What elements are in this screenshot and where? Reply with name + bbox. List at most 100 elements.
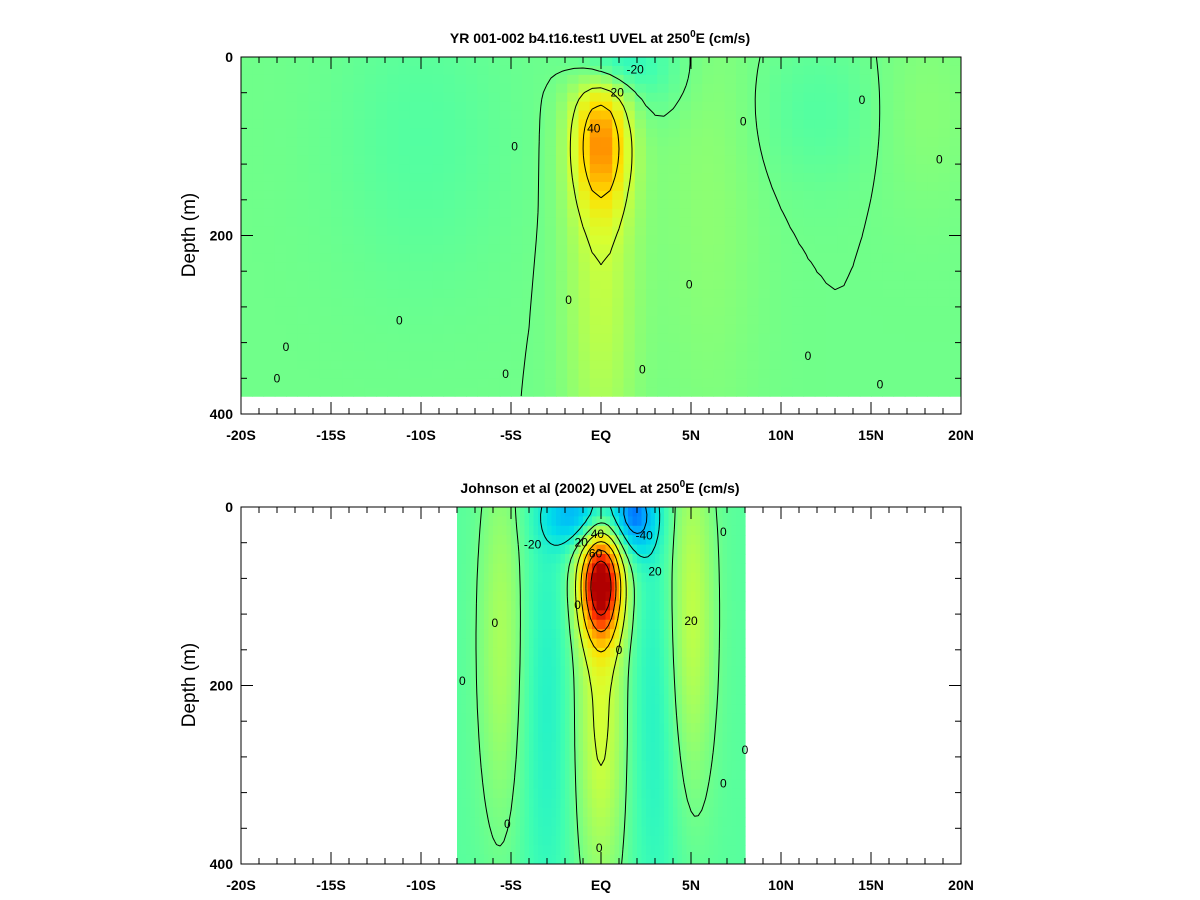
heatmap-cell	[252, 164, 265, 174]
heatmap-cell	[263, 137, 276, 147]
heatmap-cell	[803, 306, 816, 317]
heatmap-cell	[641, 817, 647, 828]
heatmap-cell	[533, 826, 539, 837]
heatmap-cell	[619, 779, 625, 790]
heatmap-cell	[664, 610, 670, 621]
heatmap-cell	[421, 262, 433, 272]
heatmap-cell	[740, 507, 746, 517]
heatmap-cell	[443, 65, 456, 76]
heatmap-cell	[578, 289, 591, 299]
heatmap-cell	[668, 181, 681, 192]
heatmap-cell	[319, 181, 332, 192]
heatmap-cell	[502, 525, 508, 536]
heatmap-cell	[547, 845, 553, 856]
heatmap-cell	[454, 351, 467, 362]
heatmap-cell	[664, 854, 670, 864]
heatmap-cell	[589, 271, 602, 281]
heatmap-cell	[353, 226, 366, 237]
heatmap-cell	[556, 535, 562, 546]
heatmap-cell	[569, 835, 575, 846]
heatmap-cell	[252, 369, 265, 379]
heatmap-cell	[704, 807, 710, 818]
heatmap-cell	[634, 74, 647, 85]
heatmap-cell	[567, 387, 580, 397]
heatmap-cell	[691, 507, 697, 517]
heatmap-cell	[596, 610, 602, 621]
heatmap-cell	[871, 378, 883, 388]
heatmap-cell	[826, 297, 838, 308]
heatmap-cell	[657, 244, 670, 254]
heatmap-cell	[614, 741, 620, 752]
heatmap-cell	[949, 387, 961, 397]
heatmap-cell	[657, 315, 670, 326]
heatmap-cell	[241, 369, 253, 379]
heatmap-cell	[713, 57, 726, 67]
heatmap-cell	[637, 638, 643, 649]
heatmap-cell	[592, 600, 598, 611]
heatmap-cell	[353, 173, 366, 183]
heatmap-cell	[547, 553, 553, 564]
heatmap-cell	[691, 591, 697, 602]
heatmap-cell	[542, 600, 548, 611]
heatmap-cell	[587, 788, 593, 799]
heatmap-cell	[601, 333, 613, 344]
heatmap-cell	[614, 647, 620, 658]
heatmap-cell	[736, 826, 742, 837]
heatmap-cell	[589, 208, 602, 219]
heatmap-cell	[769, 235, 782, 246]
heatmap-cell	[551, 629, 557, 640]
heatmap-cell	[724, 92, 737, 103]
heatmap-cell	[655, 760, 661, 771]
heatmap-cell	[522, 360, 535, 370]
heatmap-cell	[916, 297, 928, 308]
heatmap-cell	[871, 226, 883, 237]
heatmap-cell	[634, 235, 647, 246]
heatmap-cell	[882, 351, 895, 362]
heatmap-cell	[461, 788, 467, 799]
heatmap-cell	[646, 563, 652, 574]
heatmap-cell	[475, 657, 481, 668]
heatmap-cell	[691, 315, 703, 326]
heatmap-cell	[814, 235, 827, 246]
heatmap-cell	[691, 181, 703, 192]
heatmap-cell	[533, 262, 546, 272]
heatmap-cell	[655, 544, 661, 555]
heatmap-cell	[736, 217, 748, 228]
heatmap-cell	[871, 333, 883, 344]
heatmap-cell	[677, 563, 683, 574]
heatmap-cell	[556, 342, 568, 353]
heatmap-cell	[904, 92, 917, 103]
heatmap-cell	[619, 751, 625, 762]
heatmap-cell	[477, 369, 490, 379]
heatmap-cell	[722, 770, 728, 781]
heatmap-cell	[308, 181, 321, 192]
heatmap-cell	[724, 351, 737, 362]
heatmap-cell	[646, 92, 658, 103]
heatmap-cell	[747, 315, 760, 326]
heatmap-cell	[634, 217, 647, 228]
heatmap-cell	[461, 732, 467, 743]
heatmap-cell	[619, 817, 625, 828]
heatmap-cell	[871, 208, 883, 219]
heatmap-cell	[376, 387, 388, 397]
heatmap-cell	[574, 629, 580, 640]
heatmap-cell	[691, 74, 703, 85]
heatmap-cell	[637, 647, 643, 658]
heatmap-cell	[493, 770, 499, 781]
heatmap-cell	[477, 306, 490, 317]
heatmap-cell	[657, 387, 670, 397]
heatmap-cell	[700, 582, 706, 593]
heatmap-cell	[533, 723, 539, 734]
heatmap-cell	[252, 92, 265, 103]
heatmap-cell	[578, 119, 591, 129]
heatmap-field	[457, 507, 746, 864]
heatmap-cell	[520, 826, 526, 837]
heatmap-cell	[632, 638, 638, 649]
heatmap-cell	[556, 262, 568, 272]
heatmap-cell	[668, 732, 674, 743]
heatmap-cell	[727, 760, 733, 771]
heatmap-cell	[927, 253, 940, 263]
heatmap-cell	[736, 563, 742, 574]
heatmap-cell	[641, 798, 647, 809]
heatmap-cell	[718, 704, 724, 715]
